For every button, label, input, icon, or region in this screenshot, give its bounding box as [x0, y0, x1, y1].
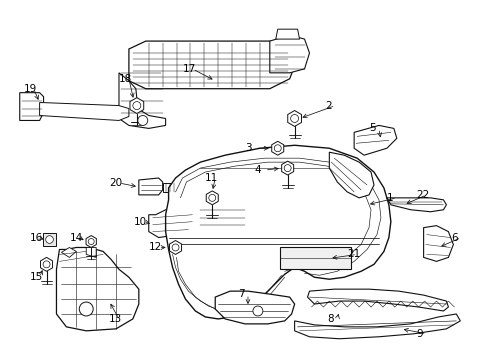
Polygon shape	[280, 247, 351, 269]
Circle shape	[46, 236, 53, 243]
Text: 12: 12	[149, 243, 162, 252]
Circle shape	[253, 306, 263, 316]
Polygon shape	[387, 198, 446, 212]
Polygon shape	[163, 183, 175, 192]
Polygon shape	[86, 235, 97, 247]
Polygon shape	[282, 161, 294, 175]
Polygon shape	[139, 178, 163, 195]
Polygon shape	[196, 205, 248, 228]
Polygon shape	[354, 125, 397, 155]
Polygon shape	[308, 289, 448, 311]
Circle shape	[43, 261, 50, 268]
Text: 5: 5	[369, 123, 376, 134]
Text: 6: 6	[451, 233, 458, 243]
Polygon shape	[41, 257, 52, 271]
Text: 11: 11	[205, 173, 219, 183]
Text: 14: 14	[70, 233, 83, 243]
Polygon shape	[288, 111, 301, 126]
Polygon shape	[206, 191, 218, 205]
Polygon shape	[61, 247, 76, 257]
Text: 9: 9	[416, 329, 423, 339]
Text: 20: 20	[109, 178, 122, 188]
Polygon shape	[166, 145, 391, 319]
Text: 7: 7	[238, 289, 245, 299]
Polygon shape	[119, 73, 166, 129]
Circle shape	[172, 244, 179, 251]
Text: 19: 19	[24, 84, 37, 94]
Polygon shape	[20, 93, 44, 121]
Text: 1: 1	[387, 193, 393, 203]
Polygon shape	[329, 152, 374, 198]
Circle shape	[88, 239, 94, 244]
Text: 18: 18	[119, 74, 132, 84]
Circle shape	[274, 145, 281, 152]
Polygon shape	[170, 240, 182, 255]
Text: 17: 17	[182, 64, 196, 74]
Polygon shape	[276, 29, 299, 39]
Circle shape	[291, 114, 298, 122]
Text: 13: 13	[109, 314, 122, 324]
Text: 8: 8	[327, 314, 334, 324]
Polygon shape	[272, 141, 284, 155]
Text: 22: 22	[416, 190, 430, 200]
Polygon shape	[86, 247, 96, 257]
Polygon shape	[149, 208, 196, 238]
Polygon shape	[40, 103, 129, 121]
Polygon shape	[270, 35, 310, 73]
Text: 21: 21	[347, 249, 361, 260]
Text: 15: 15	[30, 272, 43, 282]
Text: 3: 3	[245, 143, 252, 153]
Polygon shape	[294, 314, 460, 339]
Polygon shape	[129, 41, 294, 89]
Polygon shape	[424, 226, 453, 261]
Polygon shape	[56, 247, 139, 331]
Text: 10: 10	[134, 217, 147, 227]
Circle shape	[133, 102, 141, 109]
Text: 4: 4	[255, 165, 262, 175]
Circle shape	[138, 116, 148, 125]
Circle shape	[209, 194, 216, 201]
Circle shape	[79, 302, 93, 316]
Text: 2: 2	[325, 100, 332, 111]
Polygon shape	[43, 233, 56, 247]
Polygon shape	[130, 98, 144, 113]
Circle shape	[284, 165, 291, 172]
Polygon shape	[215, 291, 294, 324]
Text: 16: 16	[30, 233, 43, 243]
